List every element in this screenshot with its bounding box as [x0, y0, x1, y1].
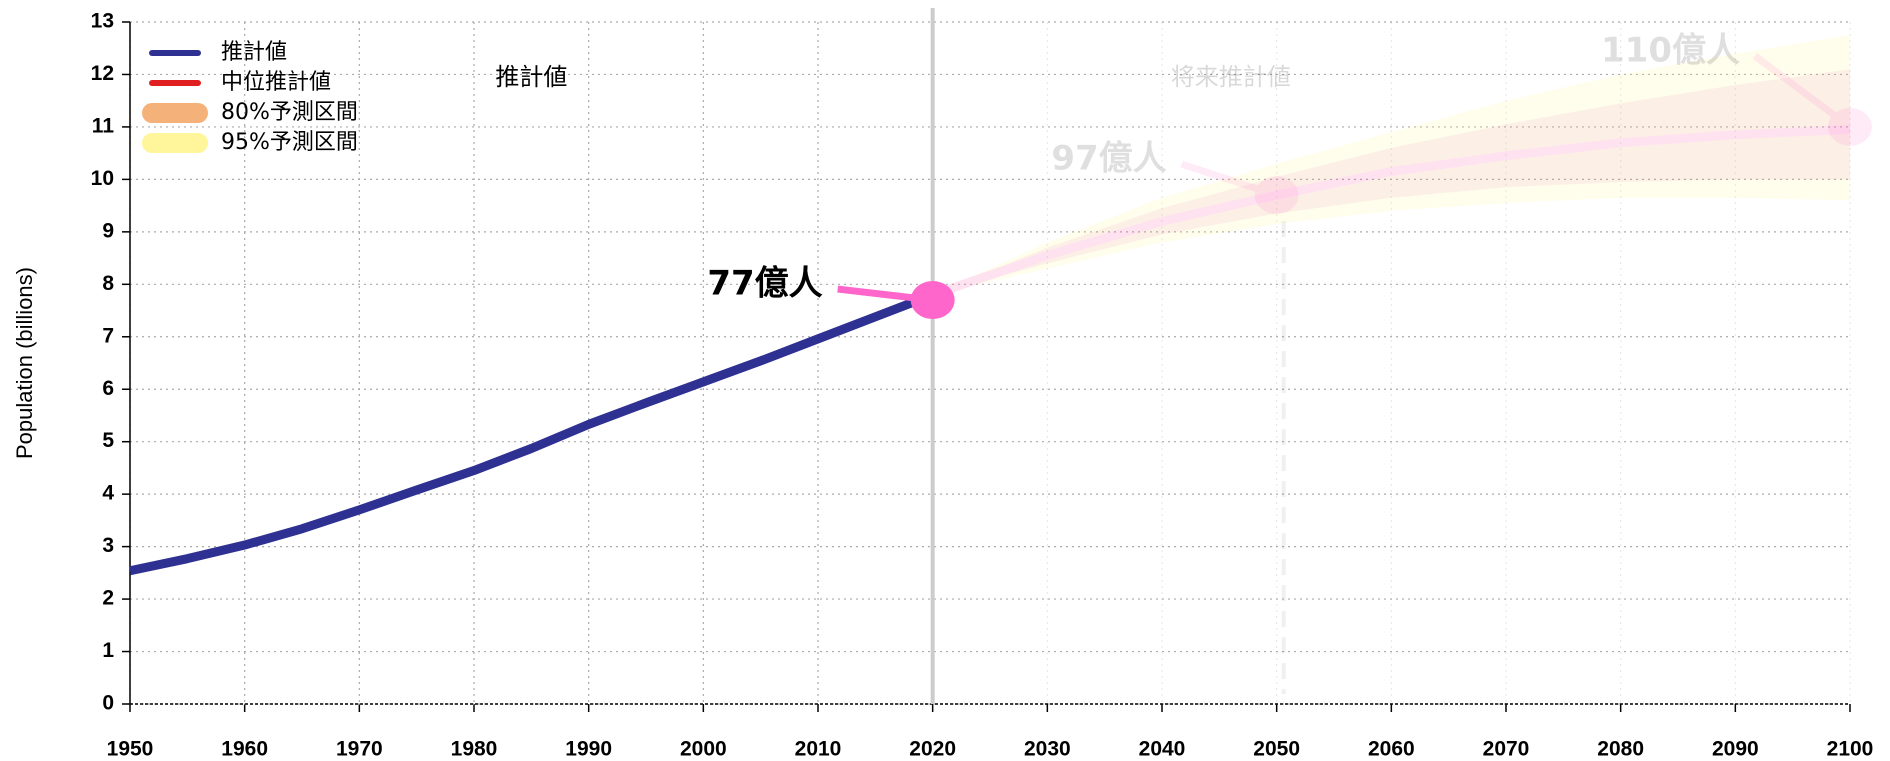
- band: [932, 69, 1850, 295]
- region-label: 推計値: [495, 63, 567, 91]
- y-tick-label: 0: [102, 692, 114, 715]
- y-tick-label: 4: [102, 482, 114, 505]
- y-tick-label: 6: [102, 377, 114, 400]
- x-tick-label: 2090: [1712, 738, 1759, 761]
- x-tick-label: 1970: [336, 738, 383, 761]
- x-tick-label: 2020: [909, 738, 956, 761]
- legend-label: 80%予測区間: [221, 100, 358, 125]
- projection: [931, 35, 1851, 300]
- pointer: [1180, 160, 1278, 199]
- y-axis-label: Population (billions): [12, 267, 37, 459]
- y-tick-label: 13: [91, 10, 114, 33]
- x-tick-label: 2030: [1024, 738, 1071, 761]
- y-tick-label: 11: [92, 114, 115, 137]
- x-tick-label: 1990: [565, 738, 612, 761]
- x-tick-label: 2010: [795, 738, 842, 761]
- series-line: [129, 290, 935, 576]
- y-tick-label: 12: [91, 62, 114, 85]
- annotation-label: 77億人: [707, 264, 822, 304]
- band: [932, 35, 1850, 295]
- y-tick-label: 10: [91, 167, 114, 190]
- y-tick-label: 1: [102, 639, 114, 662]
- point: [1828, 107, 1872, 146]
- pointer: [1752, 53, 1853, 130]
- y-tick-label: 3: [102, 534, 114, 557]
- point: [1254, 176, 1299, 215]
- legend-label: 95%予測区間: [221, 130, 358, 155]
- x-tick-label: 2070: [1483, 738, 1530, 761]
- y-tick-label: 8: [102, 272, 114, 295]
- x-tick-label: 2050: [1253, 738, 1300, 761]
- annotation-label: 110億人: [1601, 30, 1740, 70]
- y-tick-label: 7: [102, 324, 114, 347]
- x-tick-label: 2100: [1827, 738, 1874, 761]
- point: [910, 281, 955, 320]
- legend-label: 推計値: [221, 40, 287, 65]
- annotation-label: 97億人: [1051, 139, 1166, 179]
- series-line: [931, 125, 1851, 300]
- x-tick-label: 2080: [1597, 738, 1644, 761]
- annotation: 97億人: [1051, 139, 1299, 694]
- x-tick-label: 2060: [1368, 738, 1415, 761]
- x-tick-label: 2000: [680, 738, 727, 761]
- x-tick-label: 1960: [221, 738, 268, 761]
- x-tick-label: 2040: [1139, 738, 1186, 761]
- x-tick-label: 1950: [107, 738, 154, 761]
- legend-swatch: [142, 103, 208, 123]
- legend-swatch: [142, 133, 208, 153]
- legend-label: 中位推計値: [221, 70, 331, 95]
- region-label: 将来推計値: [1171, 63, 1291, 91]
- annotation: 110億人: [1601, 30, 1872, 146]
- y-tick-label: 2: [102, 587, 114, 610]
- y-tick-label: 5: [102, 429, 114, 452]
- x-tick-label: 1980: [451, 738, 498, 761]
- y-tick-label: 9: [102, 219, 114, 242]
